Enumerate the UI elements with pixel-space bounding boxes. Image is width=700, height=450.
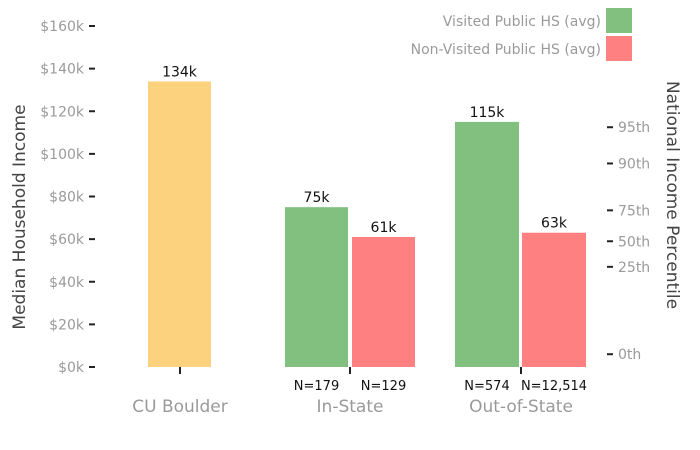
legend-label-1: Non-Visited Public HS (avg) [411,42,601,58]
y-tick-label: $60k [49,232,85,248]
bar-n-label: N=179 [294,379,339,394]
legend-label-0: Visited Public HS (avg) [443,14,601,30]
y2-tick-label: 75th [618,203,650,219]
bar-2 [352,236,415,367]
y2-tick-label: 90th [618,156,650,172]
bar-0 [148,81,211,367]
bar-value-label: 115k [470,105,506,121]
y-tick-label: $0k [58,360,85,376]
bar-n-label: N=574 [464,379,509,394]
x-category-label: Out-of-State [469,397,573,417]
legend-swatch-0 [606,8,632,33]
x-axis: CU Boulder In-State Out-of-State [132,367,573,417]
y-tick-label: $160k [40,19,85,35]
bar-1 [285,207,348,367]
bar-3 [455,121,519,367]
legend: Visited Public HS (avg) Non-Visited Publi… [411,8,632,61]
legend-swatch-1 [606,36,632,61]
y2-tick-label: 0th [618,347,641,363]
y-tick-label: $120k [40,104,85,120]
y-axis-title: Median Household Income [10,104,30,329]
bar-value-label: 134k [162,64,198,80]
y-tick-label: $20k [49,317,85,333]
bar-n-label: N=129 [361,379,406,394]
bar-n-label: N=12,514 [521,379,587,394]
y2-tick-label: 95th [618,120,650,136]
y-tick-label: $140k [40,62,85,78]
y-axis-right: 0th 25th 50th 75th 90th 95th [607,120,650,363]
bar-series: 134k 75k N=179 61k N=129 115k N=574 63k N=12,514 [148,64,587,394]
bar-4 [522,232,586,367]
y-tick-label: $100k [40,147,85,163]
bar-value-label: 63k [541,216,568,232]
x-category-label: In-State [317,397,384,417]
bar-value-label: 75k [304,190,331,206]
y-axis-left: $0k $20k $40k $60k $80k $100k $120k $140k $160k [40,19,95,376]
bar-value-label: 61k [371,220,398,236]
y-tick-label: $40k [49,275,85,291]
x-category-label: CU Boulder [132,397,228,417]
y2-tick-label: 50th [618,234,650,250]
y2-axis-title: National Income Percentile [662,81,682,309]
y-tick-label: $80k [49,190,85,206]
y2-tick-label: 25th [618,260,650,276]
